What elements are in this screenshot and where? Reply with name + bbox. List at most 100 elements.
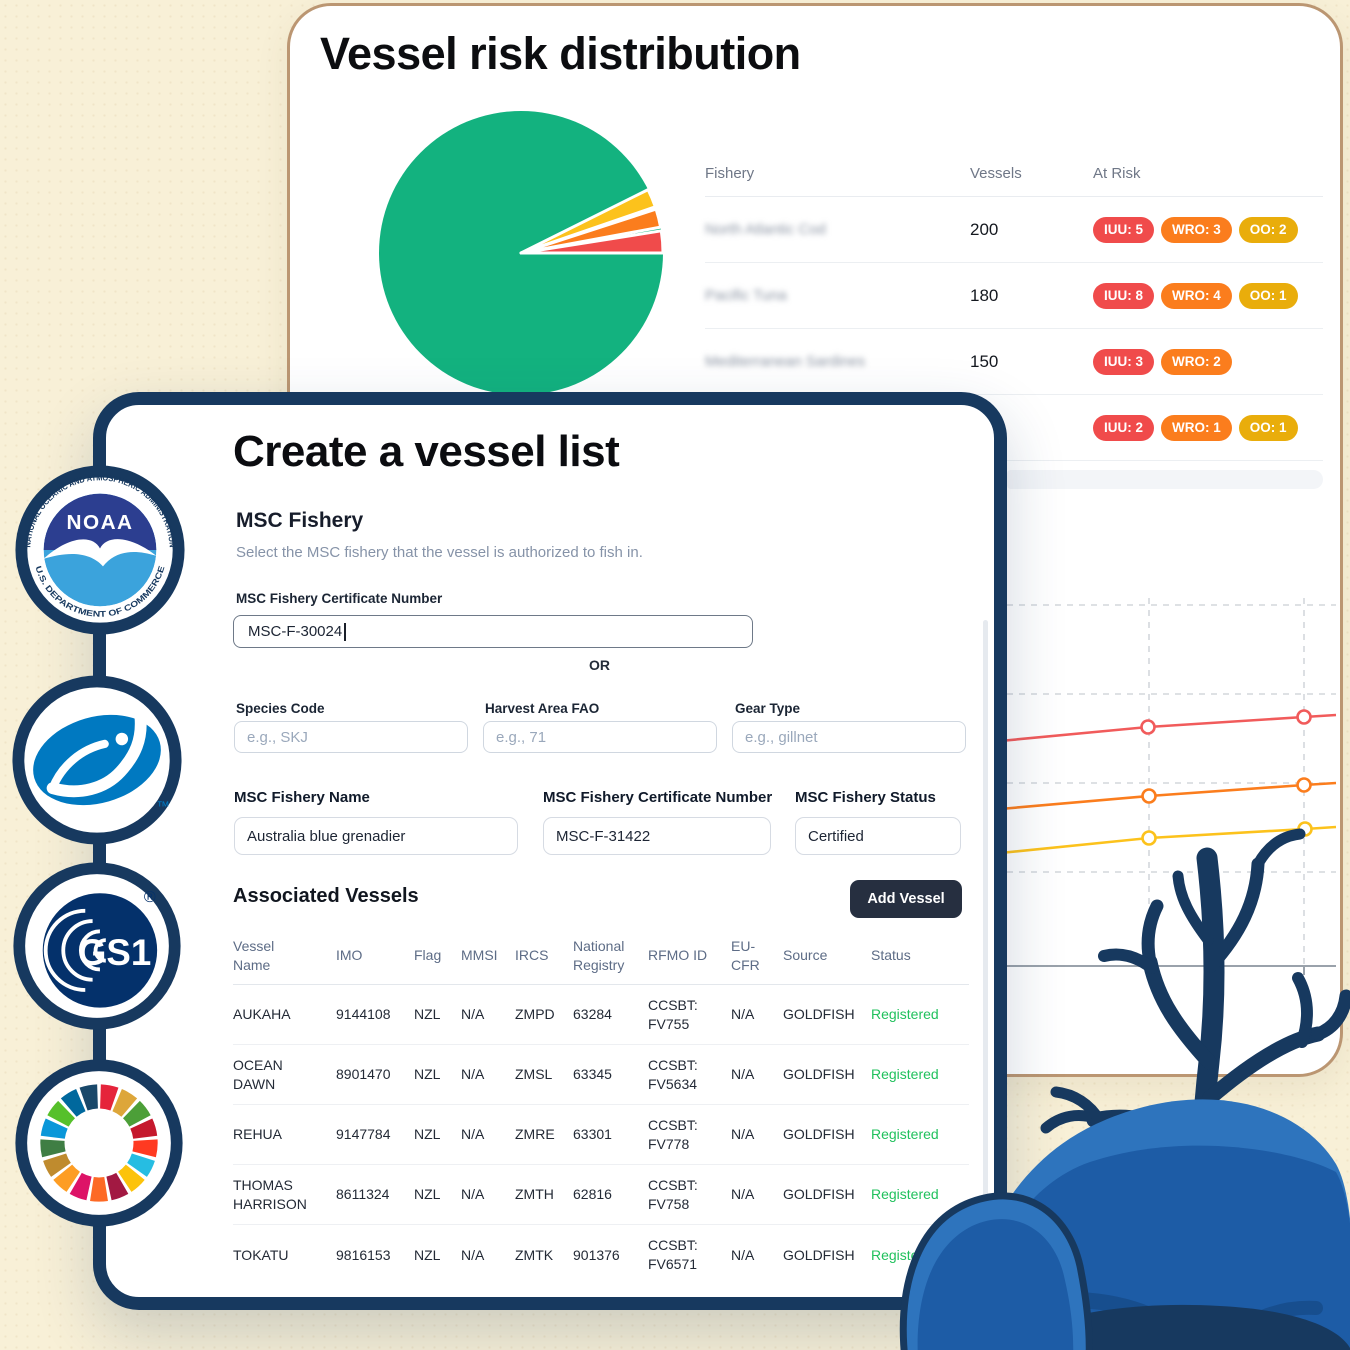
sdg-segment: [127, 1153, 155, 1177]
msc-fishery-section-subtitle: Select the MSC fishery that the vessel i…: [236, 544, 643, 561]
vessel-cell: NZL: [414, 1126, 441, 1143]
sdg-segment: [60, 1088, 86, 1117]
vessel-cell: NZL: [414, 1006, 441, 1023]
vessel-cell: 8901470: [336, 1066, 391, 1083]
vessels-col-header: Flag: [414, 947, 442, 964]
vessels-col-header: MMSI: [461, 947, 498, 964]
vessels-col-header: RFMO ID: [648, 947, 708, 964]
fishery-name: Pacific Tuna: [705, 287, 787, 304]
fishery-vessel-count: 150: [970, 351, 999, 371]
create-vessel-list-modal: Create a vessel list MSC Fishery Select …: [93, 392, 1007, 1310]
gs1-logo-badge: GS1 ®: [9, 858, 185, 1034]
vessel-cell: CCSBT: FV758: [648, 1176, 698, 1212]
vessel-cell: N/A: [731, 1066, 755, 1083]
sdg-wheel-badge: [11, 1055, 187, 1231]
noaa-center-text: NOAA: [66, 511, 133, 534]
vessel-cell: CCSBT: FV778: [648, 1116, 698, 1152]
rock-large-icon: [967, 1099, 1350, 1350]
cert-number-input[interactable]: MSC-F-30024: [233, 615, 753, 648]
or-divider: OR: [589, 657, 610, 673]
vessel-cell: CCSBT: FV755: [648, 996, 698, 1032]
vessel-cell: 901376: [573, 1246, 620, 1263]
vessel-row[interactable]: OCEAN DAWN 8901470 NZL N/A ZMSL 63345 CCSBT: F…: [233, 1045, 969, 1105]
cert-number-value: MSC-F-30024: [248, 623, 343, 640]
risk-badge-oo: OO: 1: [1238, 414, 1298, 441]
risk-badge-wro: WRO: 4: [1161, 282, 1232, 309]
msc-fishery-section-title: MSC Fishery: [236, 509, 364, 532]
vessel-name-cell: THOMAS HARRISON: [233, 1176, 307, 1212]
vessel-row[interactable]: TOKATU 9816153 NZL N/A ZMTK 901376 CCSBT: FV65…: [233, 1225, 969, 1285]
sdg-segment: [118, 1164, 145, 1192]
gear-type-input[interactable]: [732, 721, 966, 753]
vessel-cell: N/A: [731, 1126, 755, 1143]
species-code-label: Species Code: [236, 701, 325, 716]
fishery-table-body: North Atlantic Cod 200 IUU: 5 WRO: 3 OO: 2 Pa…: [705, 197, 1323, 461]
risk-badge-iuu: IUU: 8: [1093, 282, 1155, 309]
vessel-row[interactable]: THOMAS HARRISON 8611324 NZL N/A ZMTH 62816 CCS…: [233, 1165, 969, 1225]
risk-badge-oo: OO: 2: [1238, 216, 1298, 243]
card-title: Vessel risk distribution: [320, 28, 801, 79]
fishery-row[interactable]: IUU: 2 WRO: 1 OO: 1: [705, 395, 1323, 461]
risk-badge-wro: WRO: 2: [1161, 348, 1232, 375]
fishery-row[interactable]: Mediterranean Sardines 150 IUU: 3 WRO: 2: [705, 329, 1323, 395]
sdg-segment: [40, 1139, 66, 1158]
vessel-cell: GOLDFISH: [783, 1066, 855, 1083]
list-skeleton-band: [1007, 470, 1323, 489]
vessel-cell: CCSBT: FV6571: [648, 1237, 698, 1272]
fishery-table-header: Fishery Vessels At Risk: [705, 150, 1323, 197]
msc-trademark: ™: [156, 798, 169, 813]
vessel-cell: N/A: [461, 1126, 485, 1143]
vessel-cell: 9147784: [336, 1126, 391, 1143]
fishery-risk-badges: IUU: 5 WRO: 3 OO: 2: [1093, 216, 1323, 243]
vessel-cell: Registered: [871, 1066, 939, 1083]
fishery-name: North Atlantic Cod: [705, 221, 826, 238]
vessel-cell: ZMSL: [515, 1066, 553, 1083]
fishery-row[interactable]: Pacific Tuna 180 IUU: 8 WRO: 4 OO: 1: [705, 263, 1323, 329]
sdg-segment: [100, 1084, 119, 1111]
sdg-segment: [123, 1100, 151, 1127]
fishery-vessel-count: 180: [970, 285, 999, 305]
sdg-segment: [53, 1164, 80, 1192]
gs1-text: GS1: [78, 932, 151, 973]
sdg-wheel-icon: [15, 1059, 183, 1227]
vessel-cell: 62816: [573, 1186, 612, 1203]
vessel-row[interactable]: AUKAHA 9144108 NZL N/A ZMPD 63284 CCSBT: FV755…: [233, 985, 969, 1045]
vessel-cell: GOLDFISH: [783, 1186, 855, 1203]
vessels-table-header: Vessel Name IMO Flag MMSI IRCS National Regis…: [233, 933, 969, 985]
vessel-cell: 63301: [573, 1126, 612, 1143]
vessel-cell: ZMRE: [515, 1126, 555, 1143]
vessels-col-header: IRCS: [515, 947, 549, 964]
vessel-cell: N/A: [461, 1186, 485, 1203]
harvest-area-input[interactable]: [483, 721, 717, 753]
sdg-segment: [47, 1100, 75, 1127]
vessel-cell: Registered: [871, 1126, 939, 1143]
fishery-cert-input-2[interactable]: [543, 817, 771, 855]
risk-badge-wro: WRO: 3: [1161, 216, 1232, 243]
vessel-cell: CCSBT: FV5634: [648, 1056, 698, 1092]
vessel-cell: NZL: [414, 1066, 441, 1083]
fishery-vessel-count: 200: [970, 219, 999, 239]
vessel-cell: 63284: [573, 1006, 612, 1023]
sdg-segment: [69, 1172, 92, 1201]
modal-scrollbar[interactable]: [983, 620, 988, 1290]
vessel-cell: 9144108: [336, 1006, 391, 1023]
vessel-name-cell: TOKATU: [233, 1246, 289, 1263]
vessel-row[interactable]: REHUA 9147784 NZL N/A ZMRE 63301 CCSBT: FV778 N…: [233, 1105, 969, 1165]
pie-chart-svg: [379, 111, 665, 395]
vessel-cell: N/A: [461, 1066, 485, 1083]
sdg-segment: [90, 1177, 108, 1202]
fishery-row[interactable]: North Atlantic Cod 200 IUU: 5 WRO: 3 OO: 2: [705, 197, 1323, 263]
msc-logo-badge: ™: [8, 671, 186, 849]
noaa-logo-icon: NATIONAL OCEANIC AND ATMOSPHERIC ADMINIS…: [15, 465, 185, 635]
msc-logo-icon: ™: [12, 675, 182, 845]
risk-badge-iuu: IUU: 2: [1093, 414, 1155, 441]
associated-vessels-heading: Associated Vessels: [233, 885, 419, 907]
fishery-name-input[interactable]: [234, 817, 518, 855]
risk-pie-chart: [371, 103, 671, 403]
add-vessel-button[interactable]: Add Vessel: [850, 880, 962, 918]
fishery-status-input[interactable]: [795, 817, 961, 855]
vessels-col-header: Source: [783, 947, 828, 964]
fishery-status-label: MSC Fishery Status: [795, 789, 936, 806]
vessel-cell: ZMTH: [515, 1186, 554, 1203]
species-code-input[interactable]: [234, 721, 468, 753]
